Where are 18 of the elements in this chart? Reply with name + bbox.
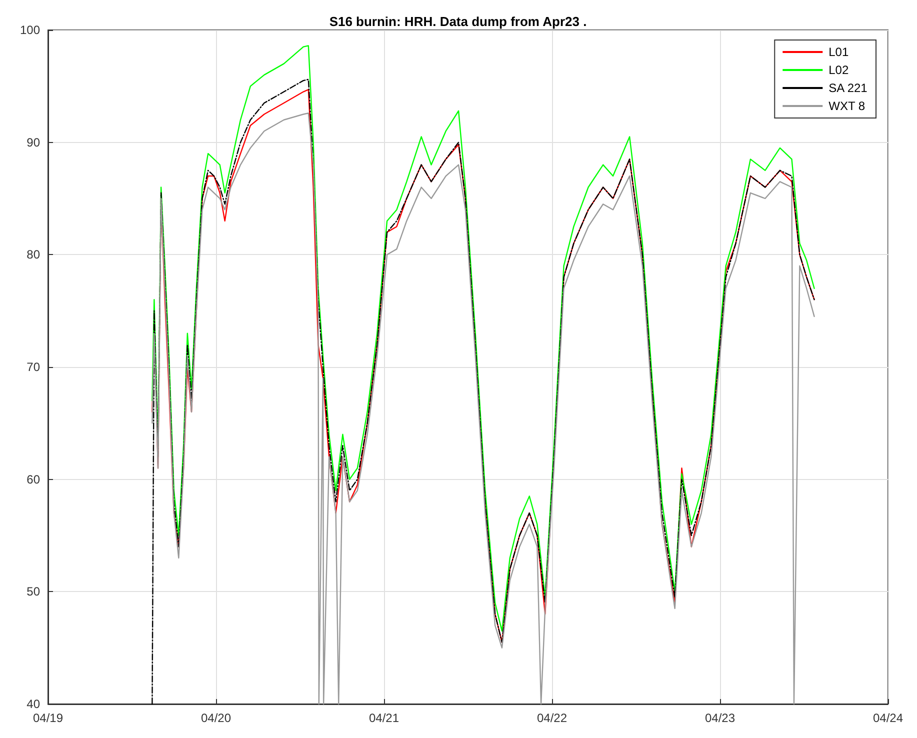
x-tick-label: 04/21 (368, 711, 400, 725)
legend-label: L02 (828, 63, 849, 77)
x-tick-label: 04/24 (872, 711, 904, 725)
legend-label: SA 221 (828, 81, 868, 95)
x-tick-label: 04/22 (536, 711, 568, 725)
y-tick-label: 60 (26, 472, 40, 486)
x-tick-label: 04/23 (704, 711, 736, 725)
legend-label: WXT 8 (828, 99, 866, 113)
y-tick-label: 80 (26, 248, 40, 262)
chart-title: S16 burnin: HRH. Data dump from Apr23 . (329, 14, 587, 29)
y-tick-label: 50 (26, 584, 40, 599)
y-tick-label: 40 (26, 697, 40, 711)
y-tick-label: 100 (20, 23, 40, 37)
y-tick-label: 70 (26, 360, 40, 374)
legend-label: L01 (828, 45, 849, 59)
x-tick-label: 04/19 (32, 711, 64, 725)
y-tick-label: 90 (26, 135, 40, 150)
x-tick-label: 04/20 (200, 711, 232, 725)
